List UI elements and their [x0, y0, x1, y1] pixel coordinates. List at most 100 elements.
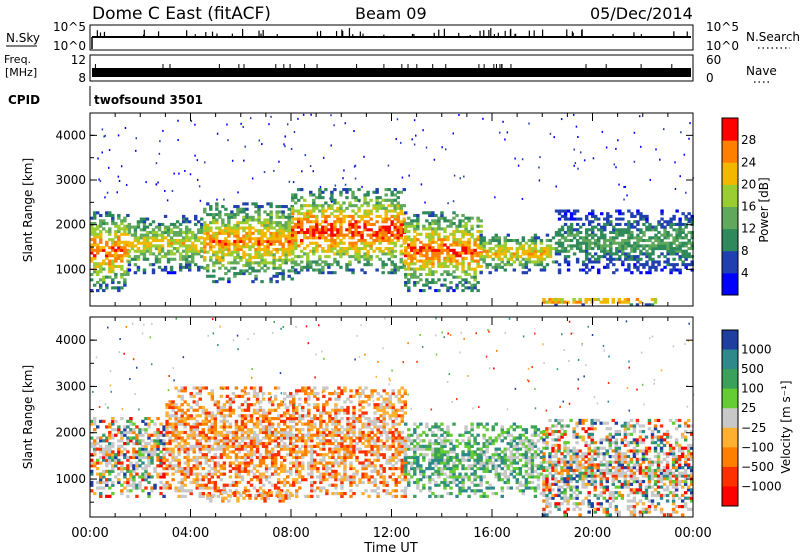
power-cell	[363, 228, 367, 232]
power-cell	[248, 215, 252, 219]
power-cell	[539, 238, 544, 243]
velocity-cell	[273, 433, 278, 437]
velocity-cell	[228, 408, 233, 412]
power-cell	[275, 237, 279, 241]
power-cell	[609, 236, 613, 240]
power-cell	[458, 280, 462, 285]
power-cell	[410, 238, 414, 242]
velocity-cell	[183, 430, 187, 435]
y-tick-label: 3000	[55, 173, 86, 187]
power-cell	[464, 280, 468, 285]
velocity-cell	[240, 430, 245, 435]
power-cell	[491, 238, 495, 243]
power-cell	[621, 244, 625, 248]
power-cell	[351, 244, 355, 248]
velocity-cell	[216, 439, 221, 443]
velocity-cell	[328, 475, 332, 479]
velocity-cell	[316, 444, 320, 448]
power-cell	[440, 227, 444, 231]
velocity-cell	[198, 483, 202, 487]
power-cell	[257, 247, 261, 252]
power-cell	[105, 213, 109, 218]
velocity-cell	[186, 489, 190, 493]
power-cell	[197, 228, 201, 232]
velocity-cell	[234, 425, 239, 429]
power-cell	[413, 254, 417, 258]
velocity-cell	[129, 483, 133, 487]
power-cell	[227, 213, 231, 217]
velocity-cell	[111, 480, 115, 485]
power-cell	[533, 263, 538, 267]
velocity-cell	[204, 447, 208, 451]
velocity-cell	[310, 419, 314, 423]
power-cell	[172, 225, 177, 229]
velocity-cell	[225, 433, 230, 437]
power-cell	[178, 263, 183, 267]
velocity-cell	[276, 425, 281, 429]
velocity-cell	[159, 455, 163, 460]
power-cell	[560, 249, 565, 253]
power-cell	[659, 158, 661, 161]
velocity-cell	[219, 433, 224, 437]
power-cell	[678, 268, 682, 272]
power-cell	[590, 236, 595, 240]
power-cell	[212, 261, 216, 265]
velocity-cell	[285, 433, 290, 437]
velocity-cell	[270, 422, 275, 426]
power-cell	[245, 269, 249, 273]
velocity-cell	[337, 433, 341, 437]
velocity-cell	[298, 472, 302, 476]
velocity-cell	[144, 417, 148, 421]
power-cell	[184, 238, 189, 243]
power-cell	[455, 267, 459, 271]
power-cell	[236, 210, 240, 214]
power-cell	[151, 263, 156, 267]
power-cell	[657, 241, 661, 245]
power-cell	[554, 260, 559, 264]
nsearch-label: N.Search	[746, 30, 800, 44]
power-cell	[650, 303, 655, 307]
power-cell	[227, 221, 231, 225]
power-cell	[434, 280, 438, 285]
velocity-cell	[249, 436, 254, 440]
velocity-cell	[177, 461, 181, 465]
power-cell	[515, 241, 520, 245]
velocity-cell	[195, 478, 199, 482]
power-cell	[294, 238, 298, 243]
power-cell	[339, 217, 343, 221]
velocity-cell	[258, 439, 263, 443]
power-cell	[117, 256, 121, 260]
power-cell	[184, 244, 189, 248]
power-cell	[687, 255, 691, 259]
velocity-cell	[237, 461, 242, 465]
velocity-cell	[99, 486, 103, 490]
power-cell	[577, 167, 579, 170]
power-cell	[281, 215, 285, 219]
velocity-cell	[325, 428, 329, 432]
velocity-cell	[322, 444, 326, 448]
power-cell	[266, 218, 270, 222]
power-cell	[575, 238, 580, 243]
power-cell	[212, 264, 216, 268]
velocity-cell	[204, 461, 208, 465]
velocity-cell	[234, 458, 239, 462]
cpid-value: twofsound 3501	[94, 93, 203, 107]
power-cell	[294, 196, 298, 200]
power-cell	[324, 188, 328, 192]
power-cell	[342, 241, 346, 245]
velocity-cell	[195, 483, 199, 487]
power-cell	[663, 260, 667, 264]
power-cell	[321, 220, 325, 224]
velocity-cell	[105, 447, 109, 451]
velocity-cell	[180, 417, 184, 421]
power-cell	[425, 227, 429, 231]
power-cell	[288, 180, 291, 183]
velocity-cell	[180, 386, 184, 390]
power-cell	[221, 253, 225, 257]
power-cell	[563, 260, 568, 264]
power-cell	[333, 257, 337, 261]
power-cell	[437, 256, 441, 260]
power-cell	[212, 234, 216, 238]
power-cell	[666, 263, 670, 267]
velocity-cell	[201, 436, 205, 440]
